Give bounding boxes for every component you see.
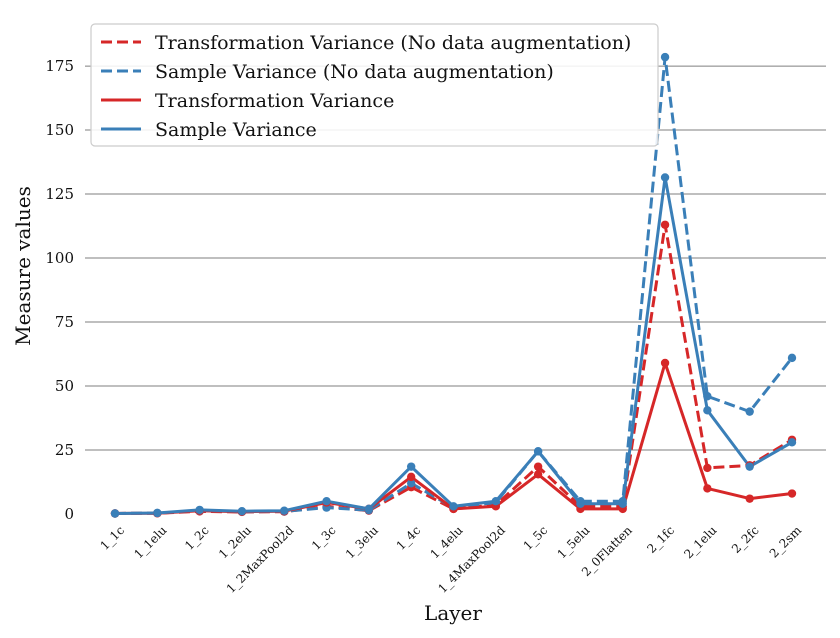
data-point <box>237 506 247 516</box>
x-tick-label: 1_4elu <box>427 523 465 561</box>
data-point <box>703 392 712 401</box>
data-point <box>745 407 754 416</box>
series-line <box>114 175 793 515</box>
y-axis-label: Measure values <box>11 186 35 346</box>
series-points <box>110 52 797 518</box>
data-point <box>322 497 331 506</box>
y-tick-label: 150 <box>45 121 74 139</box>
data-point <box>280 506 289 515</box>
data-point <box>364 504 374 514</box>
y-tick-label: 0 <box>64 505 74 523</box>
legend-label: Transformation Variance (No data augment… <box>155 32 631 54</box>
legend-label: Sample Variance <box>155 119 317 141</box>
data-point <box>745 494 754 503</box>
x-tick-label: 1_3elu <box>343 523 381 561</box>
x-tick-label: 2_1fc <box>644 523 677 556</box>
x-tick-label: 1_3c <box>309 523 339 553</box>
data-point <box>195 505 204 515</box>
x-tick-label: 1_1c <box>97 523 127 553</box>
data-point <box>533 447 543 456</box>
x-tick-label: 1_2elu <box>216 523 254 561</box>
legend-label: Sample Variance (No data augmentation) <box>155 61 554 83</box>
data-point <box>491 497 501 506</box>
y-tick-label: 175 <box>45 57 74 75</box>
y-tick-label: 50 <box>55 377 74 395</box>
y-tick-label: 100 <box>45 249 74 267</box>
data-point <box>787 489 797 498</box>
x-tick-label: 1_1elu <box>131 523 169 561</box>
data-point <box>533 462 543 471</box>
data-point <box>660 220 670 229</box>
data-point <box>406 472 416 482</box>
legend: Transformation Variance (No data augment… <box>90 23 659 147</box>
data-point <box>787 438 797 447</box>
legend-box <box>90 23 659 147</box>
data-point <box>660 173 670 182</box>
x-tick-label: 2_1elu <box>681 523 719 561</box>
x-axis-label: Layer <box>424 601 482 625</box>
data-point <box>703 484 712 493</box>
data-point <box>745 462 754 471</box>
legend-label: Transformation Variance <box>155 90 394 112</box>
data-point <box>449 502 458 511</box>
data-point <box>660 52 670 62</box>
y-tick-label: 125 <box>45 185 74 203</box>
x-tick-label: 2_2fc <box>729 523 762 556</box>
x-tick-label: 2_2sm <box>767 523 805 561</box>
data-point <box>533 470 543 479</box>
data-point <box>618 499 627 508</box>
x-tick-label: 1_5c <box>521 523 551 553</box>
data-point <box>110 509 120 518</box>
x-tick-label: 1_5elu <box>554 523 592 561</box>
data-point <box>406 479 416 488</box>
data-point <box>703 463 712 473</box>
data-point <box>660 358 670 368</box>
series-line <box>114 223 793 515</box>
x-tick-label: 1_2c <box>182 523 212 553</box>
x-tick-label: 1_4c <box>394 523 424 553</box>
data-point <box>406 462 416 471</box>
y-tick-label: 25 <box>55 441 74 459</box>
data-point <box>787 353 797 363</box>
data-point <box>153 508 162 518</box>
y-tick-label: 75 <box>55 313 74 331</box>
data-point <box>576 499 585 508</box>
y-axis-ticks: 0 25 50 75 100 125 150 175 <box>45 57 74 523</box>
data-point <box>703 406 712 415</box>
